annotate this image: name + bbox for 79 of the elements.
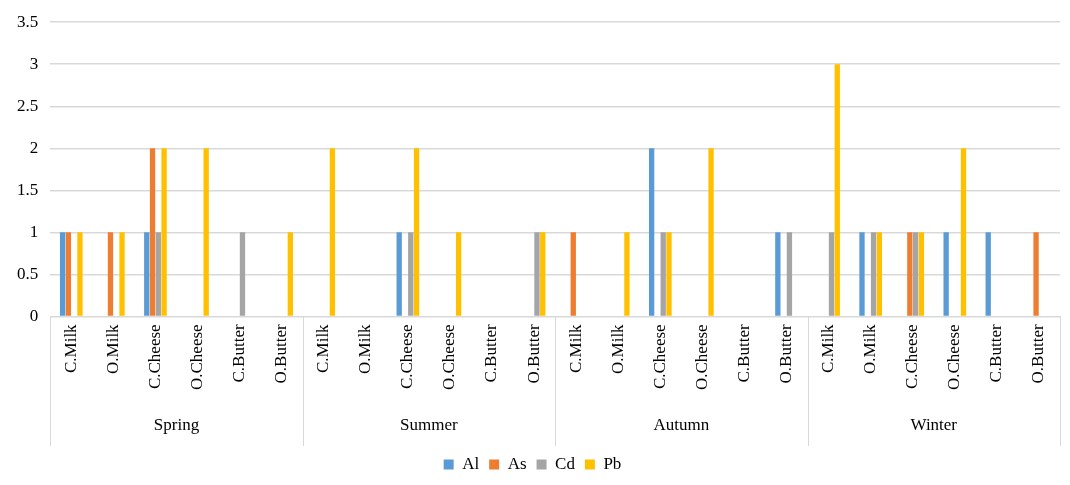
y-tick-label: 0: [29, 305, 39, 325]
bar: [413, 148, 420, 316]
y-tick-label: 0.5: [17, 263, 39, 283]
x-tick-label: O.Milk: [860, 323, 880, 374]
bar: [149, 148, 156, 316]
x-tick-label: C.Milk: [818, 323, 838, 374]
x-tick-label: O.Cheese: [691, 324, 711, 391]
bar: [329, 148, 336, 316]
x-tick-label: C.Milk: [60, 323, 80, 374]
bar: [534, 232, 540, 316]
bar: [1033, 232, 1039, 316]
bar: [455, 232, 462, 316]
x-tick-label: C.Butter: [229, 324, 249, 383]
legend-label: Cd: [555, 453, 576, 473]
bar: [786, 232, 793, 316]
bar: [203, 148, 209, 316]
bar: [107, 232, 114, 316]
bar: [775, 232, 781, 316]
bar: [876, 232, 883, 316]
bar: [155, 232, 161, 316]
x-tick-label: O.Butter: [775, 324, 795, 384]
bar: [708, 148, 714, 316]
x-tick-label: O.Cheese: [439, 324, 459, 391]
x-tick-label: O.Butter: [271, 324, 291, 384]
bar: [660, 232, 666, 316]
legend-label: As: [507, 453, 527, 473]
y-tick-label: 1: [29, 221, 39, 241]
bar: [648, 148, 655, 316]
bar: [119, 232, 125, 316]
bar: [985, 232, 991, 316]
bar: [540, 232, 546, 316]
bar: [960, 148, 967, 316]
bar: [907, 232, 913, 316]
y-tick-label: 3.5: [17, 11, 39, 31]
x-tick-label: O.Milk: [102, 323, 122, 374]
bar: [65, 232, 72, 316]
bar: [239, 232, 246, 316]
x-tick-label: C.Cheese: [397, 324, 417, 390]
text: Winter: [910, 415, 958, 435]
bar: [918, 232, 925, 316]
bar: [912, 232, 919, 316]
bar: [943, 232, 949, 316]
legend-label: Al: [462, 453, 480, 473]
text: Spring: [153, 415, 200, 435]
x-tick-label: C.Butter: [733, 324, 753, 383]
x-tick-label: O.Butter: [523, 324, 543, 384]
y-tick-label: 1.5: [17, 179, 39, 199]
x-tick-label: C.Cheese: [649, 324, 669, 390]
y-tick-label: 2: [29, 137, 39, 157]
x-tick-label: C.Cheese: [902, 324, 922, 390]
text: Autumn: [653, 415, 710, 435]
x-tick-label: O.Cheese: [944, 324, 964, 391]
x-tick-label: C.Milk: [313, 323, 333, 374]
x-tick-label: C.Milk: [565, 323, 585, 374]
bar: [834, 64, 840, 316]
bar: [666, 232, 672, 316]
bar: [161, 148, 167, 316]
bar: [144, 232, 150, 316]
bar: [59, 232, 66, 316]
x-tick-label: C.Cheese: [144, 324, 164, 390]
bar: [287, 232, 293, 316]
text: Summer: [400, 415, 459, 435]
x-tick-label: O.Cheese: [186, 324, 206, 391]
bar: [408, 232, 414, 316]
bar: [870, 232, 877, 316]
bar: [570, 232, 576, 316]
y-tick-label: 2.5: [17, 95, 39, 115]
bar: [624, 232, 630, 316]
bar: [859, 232, 865, 316]
x-tick-label: O.Butter: [1028, 324, 1048, 384]
x-tick-label: O.Milk: [607, 323, 627, 374]
y-tick-label: 3: [29, 53, 39, 73]
x-tick-label: O.Milk: [355, 323, 375, 374]
bar: [396, 232, 402, 316]
x-tick-label: C.Butter: [481, 324, 501, 383]
x-tick-label: C.Butter: [986, 324, 1006, 383]
bar: [77, 232, 83, 316]
bar: [828, 232, 835, 316]
legend-label: Pb: [603, 453, 622, 473]
